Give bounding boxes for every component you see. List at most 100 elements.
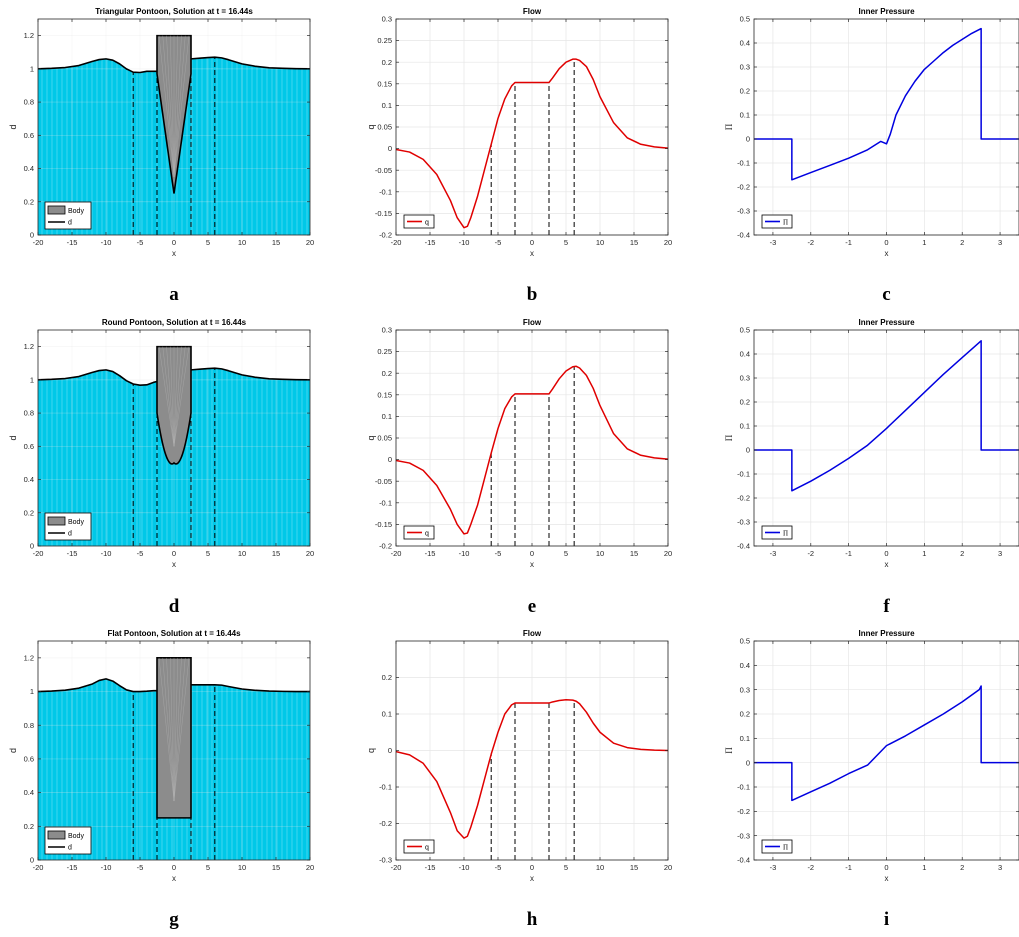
y-tick-label: -0.2 bbox=[379, 542, 392, 551]
series-line-d bbox=[38, 58, 157, 74]
y-tick-label: -0.2 bbox=[737, 494, 750, 503]
x-tick-label: 3 bbox=[998, 863, 1002, 872]
series-line-d-right bbox=[191, 683, 310, 693]
y-tick-label: 0.4 bbox=[740, 661, 750, 670]
y-axis-label: Π bbox=[724, 434, 734, 441]
x-tick-label: -2 bbox=[807, 863, 814, 872]
y-tick-label: 1 bbox=[30, 375, 34, 384]
x-tick-label: 20 bbox=[664, 238, 672, 247]
x-tick-label: 15 bbox=[272, 238, 280, 247]
body-texture-line bbox=[173, 346, 186, 447]
y-tick-label: 0.4 bbox=[740, 350, 750, 359]
y-tick-label: 0.6 bbox=[24, 131, 34, 140]
series-line-d-right bbox=[190, 56, 310, 70]
body-texture-line bbox=[170, 657, 175, 802]
x-tick-label: 15 bbox=[272, 863, 280, 872]
body-texture-line bbox=[173, 657, 190, 802]
x-tick-label: -5 bbox=[495, 549, 502, 558]
y-tick-label: 0.2 bbox=[740, 87, 750, 96]
y-tick-label: -0.1 bbox=[737, 783, 750, 792]
body-texture-line bbox=[173, 35, 182, 177]
body-texture-line bbox=[173, 657, 186, 802]
x-tick-label: -5 bbox=[495, 863, 502, 872]
x-tick-label: 20 bbox=[306, 863, 314, 872]
legend-label: Π bbox=[783, 219, 788, 227]
x-tick-label: 1 bbox=[922, 863, 926, 872]
y-tick-label: -0.1 bbox=[379, 498, 392, 507]
legend-label: q bbox=[425, 531, 429, 538]
y-tick-label: 0.2 bbox=[382, 369, 392, 378]
x-tick-label: 20 bbox=[306, 238, 314, 247]
x-tick-label: 10 bbox=[596, 863, 604, 872]
x-tick-label: 0 bbox=[172, 863, 176, 872]
chart-panel-c: -3 -2 -1 0 1 2 3 -0.4 -0.3 -0.2 -0.1 0 0.1 0.2 0.3 0.4 0… bbox=[724, 7, 1019, 305]
legend-label-body: Body bbox=[68, 833, 84, 840]
y-tick-label: 0.5 bbox=[740, 15, 750, 24]
body-texture-line bbox=[158, 35, 175, 177]
legend-label: q bbox=[425, 220, 429, 227]
y-tick-label: -0.1 bbox=[737, 159, 750, 168]
y-tick-label: 0.3 bbox=[740, 374, 750, 383]
chart-title: Round Pontoon, Solution at t = 16.44s bbox=[102, 318, 247, 327]
chart-panel-f: -3 -2 -1 0 1 2 3 -0.4 -0.3 -0.2 -0.1 0 0.1 0.2 0.3 0.4 0… bbox=[724, 318, 1019, 617]
y-tick-label: -0.05 bbox=[375, 477, 392, 486]
y-tick-label: 0 bbox=[30, 542, 34, 551]
x-tick-label: 3 bbox=[998, 549, 1002, 558]
y-tick-label: 0.6 bbox=[24, 755, 34, 764]
y-tick-label: 0.2 bbox=[24, 197, 34, 206]
x-tick-label: -15 bbox=[67, 863, 78, 872]
legend-label-d: d bbox=[68, 845, 72, 852]
x-tick-label: 15 bbox=[630, 238, 638, 247]
x-tick-label: 10 bbox=[596, 549, 604, 558]
y-tick-label: 0.2 bbox=[382, 58, 392, 67]
x-tick-label: -1 bbox=[845, 238, 852, 247]
x-tick-label: -15 bbox=[425, 238, 436, 247]
y-tick-label: 0.15 bbox=[377, 79, 392, 88]
x-axis-label: x bbox=[172, 874, 176, 883]
y-tick-label: 0.4 bbox=[24, 475, 34, 484]
x-tick-label: 10 bbox=[238, 863, 246, 872]
panel-letter: f bbox=[883, 596, 890, 617]
body-texture-line bbox=[173, 346, 182, 447]
y-tick-label: 0.15 bbox=[377, 390, 392, 399]
x-tick-label: 0 bbox=[884, 863, 888, 872]
y-tick-label: 0.4 bbox=[24, 788, 34, 797]
series-line-Π bbox=[754, 27, 1019, 181]
x-axis-label: x bbox=[172, 560, 176, 569]
body-texture-line bbox=[173, 35, 178, 177]
x-tick-label: -10 bbox=[101, 238, 112, 247]
y-tick-label: -0.15 bbox=[375, 209, 392, 218]
x-tick-label: 0 bbox=[172, 549, 176, 558]
x-tick-label: 1 bbox=[922, 549, 926, 558]
x-tick-label: 5 bbox=[206, 863, 210, 872]
legend-label: q bbox=[425, 845, 429, 852]
x-tick-label: 3 bbox=[998, 238, 1002, 247]
x-tick-label: 20 bbox=[306, 549, 314, 558]
x-tick-label: 5 bbox=[564, 863, 568, 872]
y-tick-label: 0.1 bbox=[382, 101, 392, 110]
y-axis-label: d bbox=[8, 124, 18, 129]
y-axis-label: q bbox=[366, 748, 376, 753]
x-tick-label: 0 bbox=[172, 238, 176, 247]
panel-letter: e bbox=[528, 596, 536, 617]
legend: Body d bbox=[44, 826, 92, 855]
legend-label: Π bbox=[783, 530, 788, 538]
x-tick-label: -10 bbox=[459, 238, 470, 247]
y-tick-label: -0.05 bbox=[375, 166, 392, 175]
legend: q bbox=[403, 839, 435, 854]
x-tick-label: -15 bbox=[425, 549, 436, 558]
x-axis-label: x bbox=[885, 874, 889, 883]
legend: q bbox=[403, 214, 435, 229]
x-tick-label: -20 bbox=[33, 863, 44, 872]
panel-letter: h bbox=[527, 909, 538, 930]
chart-title: Inner Pressure bbox=[858, 7, 915, 16]
y-tick-label: -0.2 bbox=[737, 183, 750, 192]
chart-panel-b: -20 -15 -10 -5 0 5 10 15 20 -0.2 -0.15 -0.1 -0.05 0 0.… bbox=[366, 7, 672, 305]
y-tick-label: 0.1 bbox=[740, 111, 750, 120]
series-line-d bbox=[38, 369, 158, 386]
y-tick-label: 0.25 bbox=[377, 36, 392, 45]
x-tick-label: 0 bbox=[530, 238, 534, 247]
x-tick-label: 10 bbox=[596, 238, 604, 247]
x-tick-label: 20 bbox=[664, 863, 672, 872]
body-texture-line bbox=[158, 346, 175, 447]
